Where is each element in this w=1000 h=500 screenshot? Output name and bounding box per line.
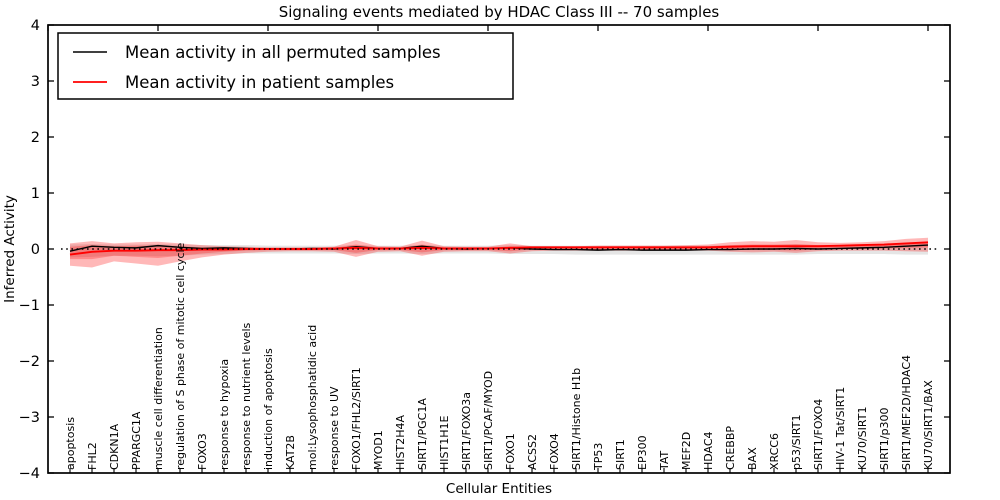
y-axis-label: Inferred Activity bbox=[2, 195, 18, 303]
entity-label: ACSS2 bbox=[526, 434, 539, 470]
legend-label-permuted-samples: Mean activity in all permuted samples bbox=[125, 43, 441, 62]
entity-label: SIRT1/PCAF/MYOD bbox=[482, 371, 495, 470]
entity-label: BAX bbox=[746, 447, 759, 470]
entity-label: TAT bbox=[658, 450, 671, 471]
entity-label: KU70/SIRT1 bbox=[856, 407, 869, 470]
entity-label: regulation of S phase of mitotic cell cy… bbox=[174, 242, 187, 470]
entity-label: muscle cell differentiation bbox=[152, 327, 165, 470]
y-tick-label: −2 bbox=[19, 354, 40, 370]
entity-label: CREBBP bbox=[724, 426, 737, 470]
entity-label: SIRT1/FOXO3a bbox=[460, 392, 473, 470]
entity-label: FOXO4 bbox=[548, 433, 561, 470]
chart-title: Signaling events mediated by HDAC Class … bbox=[279, 3, 720, 21]
patient-range-band-inner bbox=[70, 241, 928, 260]
entity-label: apoptosis bbox=[64, 417, 77, 470]
entity-label: response to UV bbox=[328, 386, 341, 470]
entity-label: SIRT1/PGC1A bbox=[416, 398, 429, 470]
entity-label: mol:Lysophosphatidic acid bbox=[306, 325, 319, 470]
entity-label: EP300 bbox=[636, 435, 649, 470]
entity-label: SIRT1 bbox=[614, 439, 627, 470]
entity-label: SIRT1/Histone H1b bbox=[570, 368, 583, 470]
legend: Mean activity in all permuted samples Me… bbox=[57, 32, 514, 100]
entity-label: p53/SIRT1 bbox=[790, 415, 803, 470]
entity-label: induction of apoptosis bbox=[262, 348, 275, 470]
entity-label: HIST2H4A bbox=[394, 415, 407, 470]
entity-label: FOXO3 bbox=[196, 433, 209, 470]
entity-label: KU70/SIRT1/BAX bbox=[922, 380, 935, 470]
entity-label: response to nutrient levels bbox=[240, 322, 253, 470]
x-axis-label: Cellular Entities bbox=[446, 481, 552, 497]
legend-box bbox=[57, 32, 514, 100]
entity-label: MYOD1 bbox=[372, 430, 385, 470]
entity-label: FOXO1/FHL2/SIRT1 bbox=[350, 367, 363, 470]
entity-label: response to hypoxia bbox=[218, 359, 231, 470]
entity-label: SIRT1/FOXO4 bbox=[812, 399, 825, 470]
entity-label: FOXO1 bbox=[504, 433, 517, 470]
entity-label: HIV-1 Tat/SIRT1 bbox=[834, 387, 847, 470]
entity-label: FHL2 bbox=[86, 442, 99, 470]
y-tick-label: 0 bbox=[31, 242, 40, 258]
y-tick-label: 2 bbox=[31, 130, 40, 146]
legend-label-patient-samples: Mean activity in patient samples bbox=[125, 73, 394, 92]
entity-label: MEF2D bbox=[680, 432, 693, 470]
entity-label: HDAC4 bbox=[702, 431, 715, 470]
y-tick-label: −1 bbox=[19, 298, 40, 314]
plot-area: −4 −3 −2 −1 0 1 2 3 4 apoptosis FHL2 CDKN1A PPARGC1A… bbox=[19, 18, 951, 482]
y-tick-label: −4 bbox=[19, 466, 40, 482]
entity-label: CDKN1A bbox=[108, 423, 121, 470]
entity-label: SIRT1/p300 bbox=[878, 408, 891, 470]
y-tick-label: 4 bbox=[31, 18, 40, 34]
y-tick-label: 3 bbox=[31, 74, 40, 90]
entity-label: KAT2B bbox=[284, 435, 297, 470]
entity-label: TP53 bbox=[592, 443, 605, 471]
entity-label: PPARGC1A bbox=[130, 411, 143, 470]
entity-label: HIST1H1E bbox=[438, 416, 451, 470]
entity-label: XRCC6 bbox=[768, 433, 781, 470]
y-tick-label: −3 bbox=[19, 410, 40, 426]
y-tick-label: 1 bbox=[31, 186, 40, 202]
patient-range-band-outer bbox=[70, 237, 928, 268]
entity-label: SIRT1/MEF2D/HDAC4 bbox=[900, 355, 913, 470]
